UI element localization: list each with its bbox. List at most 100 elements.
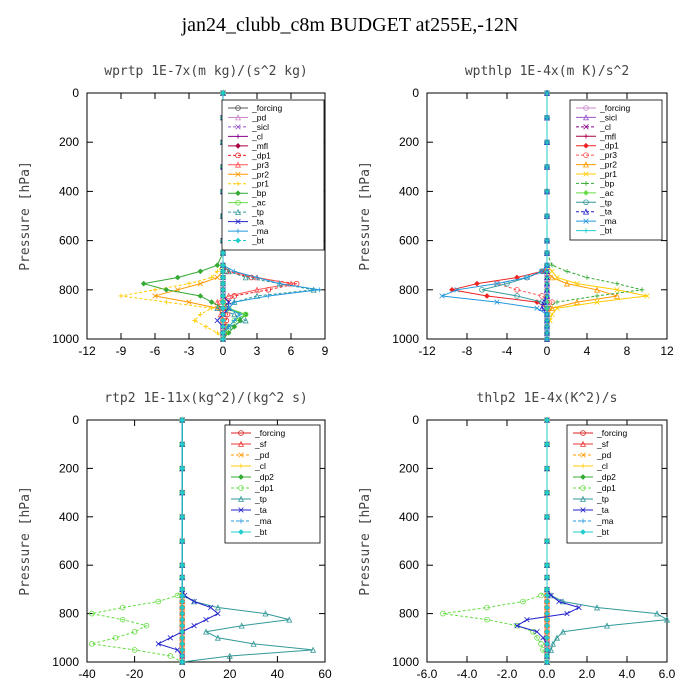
data-point bbox=[254, 275, 260, 280]
legend-label: _ma bbox=[599, 216, 617, 226]
series-bt bbox=[544, 90, 550, 342]
legend-entry: _tp bbox=[231, 494, 267, 504]
data-point bbox=[231, 318, 237, 323]
series-dp1 bbox=[88, 417, 186, 665]
data-point bbox=[88, 641, 95, 647]
legend-entry: _ma bbox=[228, 226, 269, 236]
series-line bbox=[91, 420, 183, 663]
data-point bbox=[214, 304, 221, 312]
data-point bbox=[653, 610, 661, 617]
data-point bbox=[544, 305, 550, 311]
x-tick-label: 60 bbox=[318, 667, 332, 681]
data-point bbox=[544, 213, 550, 219]
data-point bbox=[538, 592, 544, 599]
legend-entry: _dp1 bbox=[228, 150, 271, 160]
y-tick-label: 200 bbox=[59, 461, 79, 475]
data-point bbox=[484, 604, 490, 611]
data-point bbox=[226, 305, 232, 311]
data-point bbox=[186, 281, 192, 287]
data-point bbox=[556, 598, 562, 605]
data-point bbox=[220, 317, 226, 324]
data-point bbox=[214, 330, 220, 336]
data-point bbox=[152, 293, 158, 299]
data-point bbox=[544, 634, 550, 641]
data-point bbox=[119, 604, 126, 611]
data-point bbox=[242, 317, 249, 324]
data-point bbox=[544, 299, 550, 305]
data-point bbox=[544, 616, 550, 623]
legend-entry: _tp bbox=[576, 197, 612, 207]
data-point bbox=[514, 286, 520, 293]
data-point bbox=[214, 604, 221, 611]
data-point bbox=[287, 280, 295, 287]
data-point bbox=[539, 268, 545, 275]
legend-label: _forcing bbox=[599, 103, 631, 113]
series-line bbox=[496, 93, 553, 339]
legend-entry: _ta bbox=[231, 505, 267, 515]
data-point bbox=[544, 293, 550, 299]
data-point bbox=[549, 640, 557, 647]
data-point bbox=[544, 164, 550, 170]
data-point bbox=[225, 292, 232, 299]
chart-panel-0: wprtp 1E-7x(m kg)/(s^2 kg) Pressure [hPa]… bbox=[18, 64, 329, 358]
legend-entry: _sf bbox=[573, 439, 609, 449]
legend-entry: _pr1 bbox=[228, 179, 269, 189]
data-point bbox=[209, 275, 215, 280]
data-point bbox=[544, 318, 550, 323]
legend-entry: _forcing bbox=[573, 428, 628, 438]
data-point bbox=[179, 653, 186, 659]
series-line bbox=[157, 420, 219, 662]
data-point bbox=[544, 324, 550, 330]
x-tick-label: -4 bbox=[502, 344, 513, 358]
data-point bbox=[559, 598, 567, 605]
data-point bbox=[544, 628, 550, 635]
data-point bbox=[203, 616, 209, 623]
legend-label: _cl bbox=[596, 461, 608, 471]
series-bt bbox=[544, 417, 550, 665]
data-point bbox=[163, 299, 169, 305]
legend: _forcing_sf_pd_cl_dp2_dp1_tp_ta_ma_bt bbox=[224, 424, 321, 544]
data-point bbox=[514, 623, 520, 629]
data-point bbox=[544, 312, 550, 317]
data-point bbox=[225, 268, 232, 275]
data-point bbox=[220, 274, 226, 281]
legend-entry: _dp2 bbox=[231, 472, 274, 482]
data-point bbox=[544, 659, 550, 665]
data-point bbox=[494, 280, 500, 287]
data-point bbox=[220, 280, 226, 287]
legend-entry: _dp2 bbox=[573, 472, 616, 482]
data-point bbox=[520, 598, 526, 605]
data-point bbox=[143, 622, 150, 629]
legend-entry: _mfl bbox=[228, 141, 268, 151]
legend-label: _forcing bbox=[254, 428, 286, 438]
data-point bbox=[192, 318, 198, 323]
data-point bbox=[544, 622, 550, 629]
data-point bbox=[534, 634, 540, 641]
data-point bbox=[155, 598, 162, 605]
data-point bbox=[544, 586, 550, 593]
data-point bbox=[225, 299, 232, 305]
legend-entry: _cl bbox=[573, 461, 608, 471]
y-tick-label: 800 bbox=[59, 283, 79, 297]
data-point bbox=[179, 659, 186, 665]
data-point bbox=[544, 610, 550, 617]
x-tick-label: -9 bbox=[116, 344, 127, 358]
y-tick-label: 0 bbox=[72, 86, 79, 100]
y-tick-label: 1000 bbox=[52, 332, 79, 346]
y-tick-label: 1000 bbox=[52, 655, 79, 669]
x-tick-label: -6 bbox=[150, 344, 161, 358]
legend-entry: _sicl bbox=[576, 112, 617, 122]
data-point bbox=[544, 592, 550, 599]
legend-label: _dp1 bbox=[596, 483, 616, 493]
data-point bbox=[215, 610, 221, 617]
data-point bbox=[226, 324, 232, 330]
data-point bbox=[316, 287, 322, 293]
y-tick-label: 800 bbox=[399, 607, 419, 621]
data-point bbox=[544, 115, 550, 120]
data-point bbox=[220, 336, 226, 342]
data-point bbox=[549, 268, 555, 275]
data-point bbox=[214, 317, 221, 324]
legend-label: _bp bbox=[251, 188, 266, 198]
data-point bbox=[179, 562, 186, 569]
data-point bbox=[544, 574, 550, 581]
